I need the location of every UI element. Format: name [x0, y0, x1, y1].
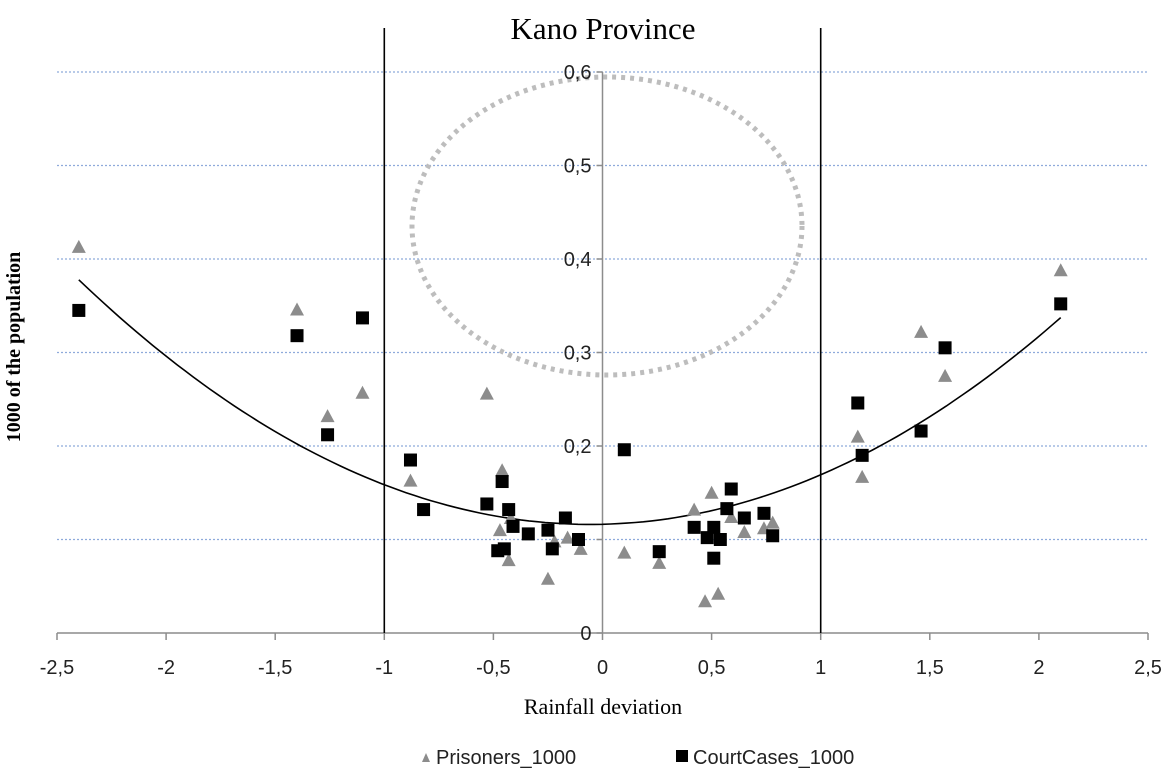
- point-prisoners: [320, 409, 335, 423]
- trendline-curve: [78, 279, 1062, 526]
- y-tick-label: 0: [580, 623, 591, 645]
- point-prisoners: [560, 530, 575, 544]
- point-courtcases: [506, 519, 520, 533]
- legend-label-courtcases: CourtCases_1000: [693, 747, 854, 769]
- point-courtcases: [403, 453, 417, 467]
- point-prisoners: [765, 515, 780, 529]
- point-prisoners: [495, 463, 510, 477]
- point-courtcases: [766, 529, 780, 543]
- point-prisoners: [850, 429, 865, 443]
- x-tick-label: -1,5: [258, 657, 292, 679]
- point-courtcases: [558, 511, 572, 525]
- x-tick-label: 0,5: [698, 657, 726, 679]
- x-tick-label: -1: [375, 657, 393, 679]
- point-courtcases: [321, 428, 335, 442]
- x-tick-label: 2,5: [1134, 657, 1162, 679]
- point-prisoners: [855, 469, 870, 483]
- threshold-lines: [383, 28, 822, 633]
- point-courtcases: [497, 542, 511, 556]
- point-courtcases: [713, 533, 727, 546]
- x-tick-label: 2: [1033, 657, 1044, 679]
- point-prisoners: [492, 523, 507, 537]
- point-prisoners: [711, 586, 726, 600]
- point-courtcases: [545, 542, 559, 556]
- point-courtcases: [724, 482, 738, 496]
- x-tick-label: 1,5: [916, 657, 944, 679]
- y-tick-label: 0,5: [564, 156, 592, 178]
- dotted-ellipse: [409, 74, 805, 378]
- point-prisoners: [573, 541, 588, 555]
- y-tick-label: 0,3: [564, 343, 592, 365]
- point-prisoners: [687, 502, 702, 516]
- point-courtcases: [571, 533, 585, 546]
- point-courtcases: [355, 311, 369, 325]
- point-courtcases: [914, 424, 928, 438]
- chart-title: Kano Province: [510, 11, 695, 46]
- point-courtcases: [502, 503, 516, 517]
- point-courtcases: [707, 551, 721, 565]
- data-points: [71, 239, 1068, 608]
- point-courtcases: [851, 396, 865, 410]
- x-tick-label: 0: [597, 657, 608, 679]
- point-courtcases: [757, 506, 771, 520]
- y-tick-label: 0,4: [564, 249, 592, 271]
- legend-square-marker: [676, 750, 688, 762]
- point-courtcases: [700, 531, 714, 545]
- point-prisoners: [914, 324, 929, 338]
- y-tick-label: 0,2: [564, 436, 592, 458]
- y-tick-label: 0,6: [564, 62, 592, 84]
- point-prisoners: [540, 571, 555, 585]
- x-tick-label: -2,5: [40, 657, 74, 679]
- point-courtcases: [480, 497, 494, 511]
- point-courtcases: [541, 523, 555, 537]
- point-courtcases: [687, 520, 701, 534]
- point-courtcases: [737, 511, 751, 525]
- point-prisoners: [71, 239, 86, 253]
- point-courtcases: [617, 443, 631, 457]
- point-courtcases: [720, 502, 734, 516]
- highlight-ellipse: [409, 74, 805, 378]
- point-courtcases: [495, 475, 509, 489]
- point-prisoners: [501, 553, 516, 567]
- tick-labels: -2,5 -2 -1,5 -1 -0,5 0 0,5 1 1,5 2 2,5 0 0,2 0,3 0,4 0,…: [40, 62, 1162, 679]
- point-prisoners: [355, 385, 370, 399]
- trendline: [78, 279, 1062, 526]
- point-prisoners: [737, 525, 752, 539]
- point-courtcases: [521, 527, 535, 541]
- point-prisoners: [938, 368, 953, 382]
- point-courtcases: [855, 448, 869, 462]
- point-courtcases: [72, 303, 86, 317]
- point-prisoners: [617, 545, 632, 559]
- point-prisoners: [698, 594, 713, 608]
- legend: Prisoners_1000 CourtCases_1000: [422, 747, 854, 769]
- legend-label-prisoners: Prisoners_1000: [436, 747, 576, 769]
- point-courtcases: [938, 341, 952, 355]
- point-prisoners: [724, 510, 739, 524]
- x-tick-label: 1: [815, 657, 826, 679]
- point-courtcases: [290, 329, 304, 343]
- axes: [56, 71, 1149, 640]
- point-prisoners: [290, 302, 305, 316]
- point-prisoners: [479, 386, 494, 400]
- point-courtcases: [707, 520, 721, 534]
- x-tick-label: -0,5: [476, 657, 510, 679]
- legend-triangle-marker: [422, 753, 430, 762]
- point-courtcases: [652, 545, 666, 559]
- point-prisoners: [1053, 263, 1068, 277]
- y-axis-label: 1000 of the population: [3, 252, 25, 443]
- x-axis-label: Rainfall deviation: [524, 694, 682, 719]
- x-tick-label: -2: [157, 657, 175, 679]
- point-prisoners: [652, 555, 667, 569]
- point-courtcases: [417, 503, 431, 517]
- point-courtcases: [1054, 297, 1068, 311]
- point-prisoners: [704, 485, 719, 499]
- point-prisoners: [403, 473, 418, 487]
